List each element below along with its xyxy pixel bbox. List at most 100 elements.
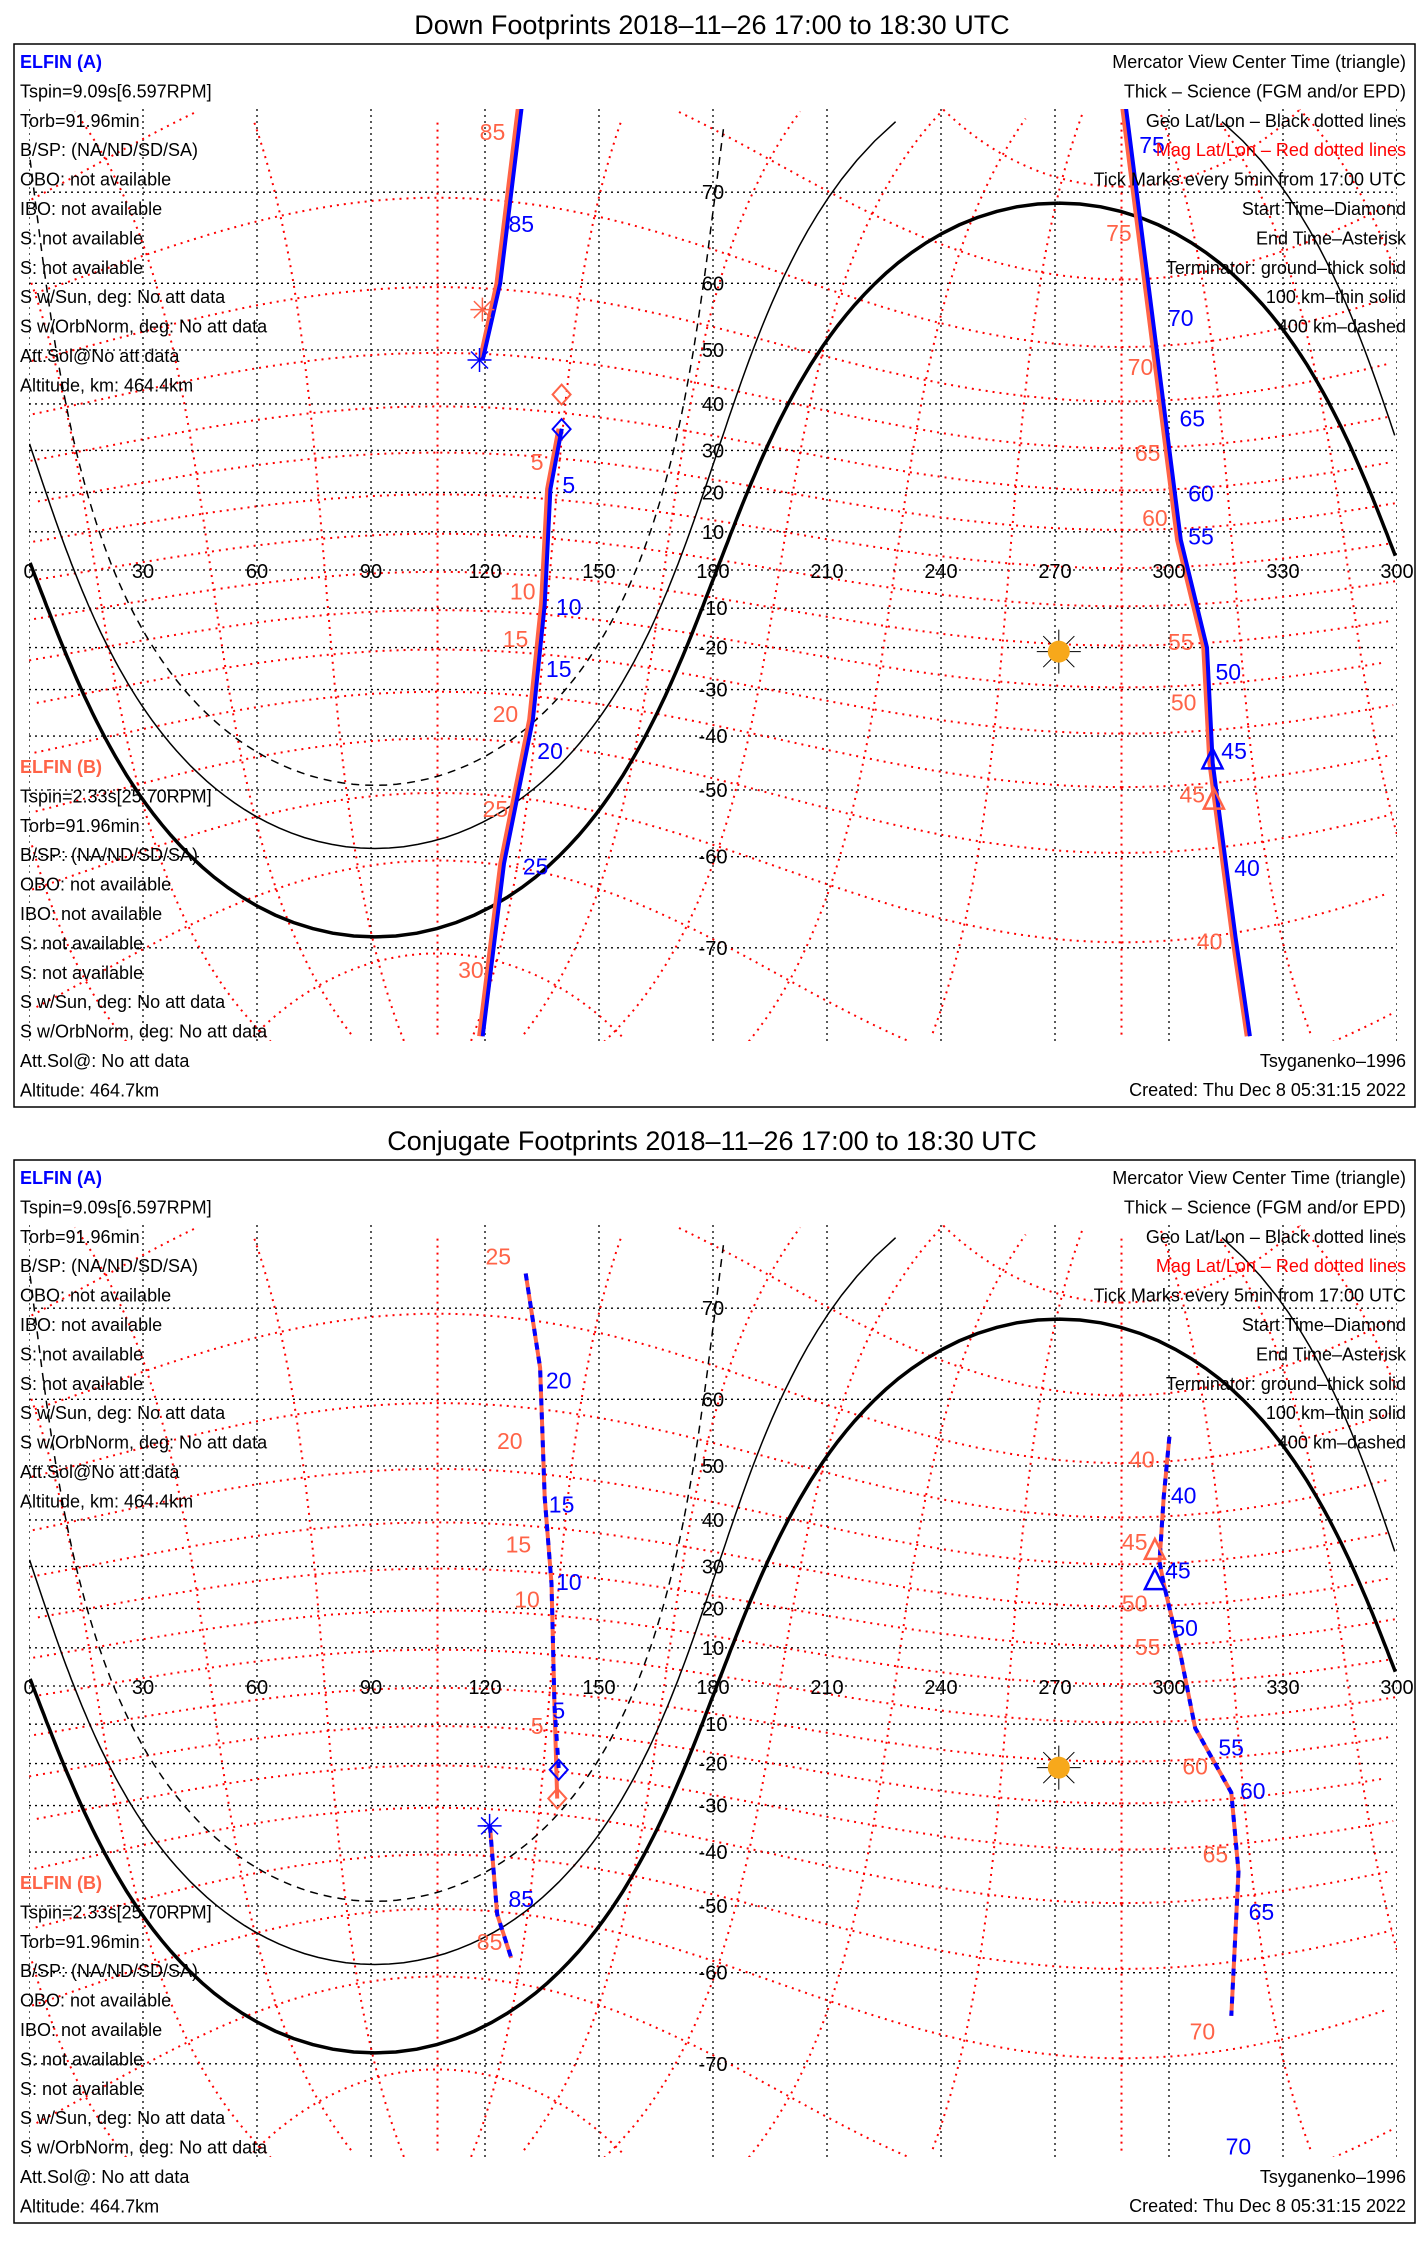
lat-tick-label: 50 (702, 1456, 724, 1478)
time-tick-label-a: 10 (556, 1569, 582, 1595)
lat-tick-label: 40 (702, 394, 724, 416)
time-tick-label-b: 20 (497, 1428, 523, 1454)
lat-tick-label: 60 (702, 1389, 724, 1411)
mag-lat-line (29, 1725, 1386, 1805)
legend-line: Start Time–Diamond (1242, 1315, 1406, 1335)
lat-tick-label: -10 (699, 1714, 728, 1736)
time-tick-label-a: 85 (508, 211, 534, 237)
mag-lon-line (253, 1237, 405, 2157)
elfin-b-info-line: IBO: not available (20, 904, 162, 924)
elfin-a-track (480, 109, 524, 361)
legend-line: Thick – Science (FGM and/or EPD) (1124, 1197, 1406, 1217)
elfin-a-track (1124, 109, 1252, 1037)
lat-tick-label: -20 (699, 638, 728, 660)
sun-icon (1036, 629, 1081, 674)
time-tick-label-a: 45 (1165, 1558, 1191, 1584)
center-triangle-marker-a (1142, 1566, 1167, 1591)
mag-lon-line (748, 1234, 1027, 2157)
legend-line: Tick Marks every 5min from 17:00 UTC (1094, 170, 1406, 190)
elfin-a-info-line: Tspin=9.09s[6.597RPM] (20, 81, 212, 101)
time-tick-label-a: 5 (562, 472, 575, 498)
lat-tick-label: -30 (699, 1796, 728, 1818)
elfin-b-info-line: B/SP: (NA/ND/SD/SA) (20, 845, 198, 865)
elfin-b-label: ELFIN (B) (20, 757, 102, 777)
elfin-b-info-line: OBO: not available (20, 875, 171, 895)
time-tick-label-a: 70 (1226, 2134, 1252, 2160)
legend-line: End Time–Asterisk (1256, 1344, 1407, 1364)
time-tick-label-b: 65 (1203, 1841, 1229, 1867)
time-tick-label-b: 45 (1180, 781, 1206, 807)
time-tick-label-b: 15 (506, 1532, 532, 1558)
legend-line: 100 km–thin solid (1266, 1403, 1406, 1423)
lat-tick-label: -20 (699, 1754, 728, 1776)
time-tick-label-a: 40 (1234, 855, 1260, 881)
time-tick-label-b: 60 (1182, 1753, 1208, 1779)
lon-tick-label: 120 (468, 1677, 501, 1699)
lon-tick-label: 150 (582, 1677, 615, 1699)
mag-lon-line (1159, 1229, 1312, 2150)
elfin-a-info-line: B/SP: (NA/ND/SD/SA) (20, 1256, 198, 1276)
legend-line: Terminator: ground–thick solid (1166, 1374, 1406, 1394)
time-tick-label-a: 85 (508, 1886, 534, 1912)
lat-tick-label: -70 (699, 938, 728, 960)
legend-line: Geo Lat/Lon – Black dotted lines (1146, 1227, 1406, 1247)
lat-tick-label: 20 (702, 482, 724, 504)
lat-tick-label: 20 (702, 1598, 724, 1620)
time-tick-label-a: 10 (556, 594, 582, 620)
mag-lon-line (603, 1225, 945, 2157)
lon-tick-label: 90 (360, 561, 382, 583)
elfin-b-info-line: Altitude: 464.7km (20, 2196, 159, 2216)
lon-tick-label: 300 (1152, 1677, 1185, 1699)
mag-lat-line (36, 648, 1394, 735)
legend-line: Geo Lat/Lon – Black dotted lines (1146, 111, 1406, 131)
time-tick-label-a: 40 (1171, 1483, 1197, 1509)
time-tick-label-b: 40 (1129, 1447, 1155, 1473)
elfin-a-info-line: Tspin=9.09s[6.597RPM] (20, 1197, 212, 1217)
time-tick-label-a: 75 (1139, 132, 1165, 158)
time-tick-label-b: 25 (483, 796, 509, 822)
created-timestamp: Created: Thu Dec 8 05:31:15 2022 (1129, 2196, 1406, 2216)
elfin-b-info-line: S w/Sun, deg: No att data (20, 992, 226, 1012)
time-tick-label-a: 15 (549, 1491, 575, 1517)
asterisk-stroke (470, 350, 489, 370)
elfin-b-info-line: S: not available (20, 963, 143, 983)
time-tick-label-b: 85 (480, 119, 506, 145)
map-area (29, 109, 1397, 1041)
lon-tick-label: 60 (246, 561, 268, 583)
time-tick-label-b: 5 (531, 1713, 544, 1739)
end-asterisk-marker-a (467, 348, 492, 372)
time-tick-label-b: 20 (493, 701, 519, 727)
time-tick-label-a: 55 (1218, 1735, 1244, 1761)
time-tick-label-a: 55 (1188, 524, 1214, 550)
legend-line: 100 km–thin solid (1266, 287, 1406, 307)
time-tick-label-b: 85 (477, 1929, 503, 1955)
elfin-a-info-line: S w/Sun, deg: No att data (20, 1403, 226, 1423)
time-tick-label-a: 50 (1172, 1615, 1198, 1641)
sun-icon (1036, 1745, 1081, 1790)
mag-lat-line (34, 196, 1393, 348)
elfin-a-info-line: S: not available (20, 228, 143, 248)
elfin-b-info-line: S w/OrbNorm, deg: No att data (20, 1022, 268, 1042)
lat-tick-label: -40 (699, 1842, 728, 1864)
time-tick-label-b: 75 (1106, 220, 1132, 246)
lat-tick-label: -50 (699, 780, 728, 802)
legend-line: Start Time–Diamond (1242, 199, 1406, 219)
mag-lat-line (942, 1225, 1301, 1304)
elfin-a-info-line: S: not available (20, 258, 143, 278)
elfin-a-info-line: Torb=91.96min (20, 1227, 140, 1247)
model-label: Tsyganenko–1996 (1260, 2167, 1406, 2187)
lon-tick-label: 0 (23, 1677, 34, 1699)
mag-lat-line (31, 1402, 1390, 1519)
time-tick-label-b: 40 (1197, 928, 1223, 954)
elfin-a-track (1157, 1436, 1241, 2016)
lon-tick-label: 30 (132, 1677, 154, 1699)
lon-tick-label: 210 (810, 561, 843, 583)
elfin-b-info-line: Att.Sol@: No att data (20, 2167, 190, 2187)
mag-lat-line (29, 609, 1386, 689)
elfin-b-info-line: IBO: not available (20, 2020, 162, 2040)
mag-lat-line (252, 952, 623, 1038)
elfin-b-info-line: Att.Sol@: No att data (20, 1051, 190, 1071)
elfin-a-info-line: S: not available (20, 1344, 143, 1364)
time-tick-label-b: 70 (1190, 2018, 1216, 2044)
